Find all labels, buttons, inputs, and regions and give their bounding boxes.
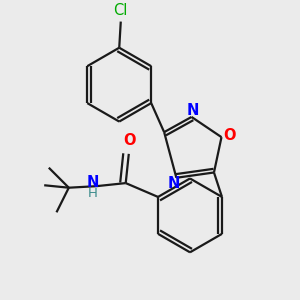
Text: H: H [88, 188, 98, 200]
Text: N: N [86, 175, 99, 190]
Text: O: O [223, 128, 236, 143]
Text: O: O [123, 133, 135, 148]
Text: Cl: Cl [114, 3, 128, 18]
Text: N: N [187, 103, 199, 118]
Text: N: N [168, 176, 180, 191]
